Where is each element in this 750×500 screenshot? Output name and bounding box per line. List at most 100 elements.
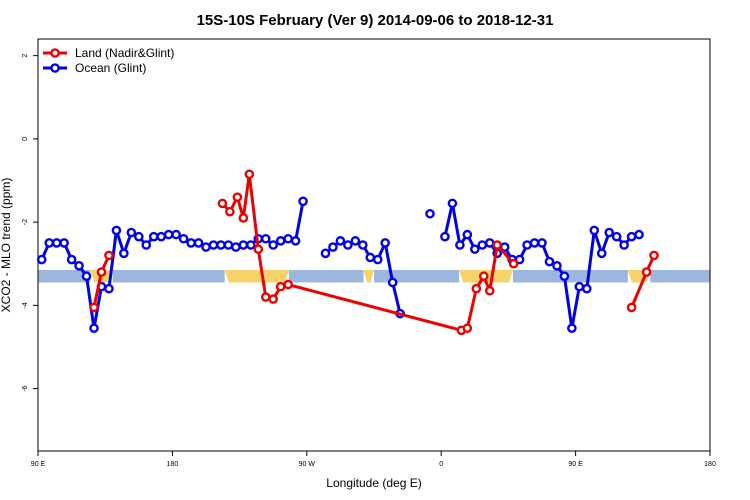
data-point <box>425 208 435 219</box>
band-segment-ocean-8 <box>512 269 628 283</box>
y-tick-label: -4 <box>22 302 29 308</box>
data-point <box>508 258 519 269</box>
data-point <box>604 227 615 238</box>
data-point <box>484 285 495 296</box>
data-point <box>59 238 69 248</box>
data-point <box>66 254 77 265</box>
data-point <box>275 236 286 246</box>
data-point <box>232 192 243 202</box>
data-point <box>626 231 637 242</box>
data-point <box>238 240 249 250</box>
data-point <box>51 238 62 248</box>
data-point <box>148 231 159 242</box>
legend-label: Land (Nadir&Glint) <box>75 46 174 60</box>
series-land <box>89 169 659 336</box>
plot-frame <box>37 38 711 452</box>
data-point <box>36 254 47 265</box>
legend-marker <box>50 63 60 73</box>
y-axis-label: XCO2 - MLO trend (ppm) <box>0 178 13 313</box>
data-point <box>582 283 592 294</box>
data-point <box>171 229 181 240</box>
chart-title: 15S-10S February (Ver 9) 2014-09-06 to 2… <box>197 12 554 29</box>
x-tick-label: 0 <box>439 461 443 468</box>
data-point <box>104 283 114 294</box>
data-point <box>74 261 84 271</box>
data-point <box>104 250 114 261</box>
data-point <box>477 240 488 250</box>
data-point <box>96 267 107 277</box>
x-tick-label: 180 <box>704 461 716 468</box>
data-point <box>574 281 585 292</box>
data-point <box>193 238 204 248</box>
data-point <box>462 323 473 334</box>
x-tick-label: 90 E <box>31 461 46 468</box>
data-point <box>462 229 473 240</box>
data-point <box>343 240 353 250</box>
y-tick-label: 2 <box>22 54 29 58</box>
data-point <box>178 233 189 244</box>
data-point <box>141 240 152 250</box>
band-segment-ocean-2 <box>112 269 225 283</box>
legend-marker <box>50 48 60 58</box>
data-point <box>544 256 555 267</box>
data-point <box>268 240 279 250</box>
data-point <box>537 238 547 248</box>
data-point <box>111 225 122 236</box>
band-segment-ocean-6 <box>374 269 460 283</box>
series-line <box>443 201 640 330</box>
data-point <box>238 213 249 223</box>
data-point <box>611 231 622 242</box>
data-point <box>589 225 600 236</box>
data-point <box>119 248 129 259</box>
band-segment-ocean-10 <box>650 269 710 283</box>
data-point <box>559 271 570 282</box>
data-point <box>156 231 166 242</box>
data-point <box>372 254 383 265</box>
data-point <box>380 238 391 248</box>
data-point <box>298 196 308 207</box>
data-point <box>469 244 480 254</box>
data-point <box>89 323 99 334</box>
surface-band <box>38 269 710 283</box>
band-segment-ocean-4 <box>288 269 364 283</box>
data-point <box>217 198 228 209</box>
data-point <box>596 248 607 259</box>
data-point <box>283 233 293 244</box>
data-point <box>89 302 99 313</box>
data-point <box>201 242 211 252</box>
data-point <box>275 281 286 292</box>
data-point <box>626 302 637 313</box>
y-tick-label: -2 <box>22 219 29 225</box>
series-layer <box>36 169 659 336</box>
data-point <box>260 292 271 302</box>
x-tick-label: 90 W <box>299 461 316 468</box>
band-segment-land-3 <box>224 269 289 283</box>
data-point <box>231 242 241 252</box>
data-point <box>471 283 482 294</box>
data-point <box>492 240 503 250</box>
data-point <box>223 240 234 250</box>
data-point <box>163 229 174 240</box>
data-point <box>357 240 368 250</box>
band-segment-land-5 <box>363 269 374 283</box>
y-tick-label: 0 <box>22 137 29 141</box>
legend-label: Ocean (Glint) <box>75 61 146 75</box>
data-point <box>350 236 361 246</box>
data-point <box>522 240 532 250</box>
data-point <box>44 238 55 248</box>
data-point <box>208 240 219 250</box>
data-point <box>126 227 137 238</box>
data-point <box>283 279 293 290</box>
x-tick-label: 180 <box>167 461 179 468</box>
data-point <box>260 233 271 244</box>
data-point <box>216 240 226 250</box>
data-point <box>484 238 495 248</box>
data-point <box>529 238 540 248</box>
data-point <box>634 229 644 240</box>
data-point <box>328 242 338 252</box>
data-point <box>245 240 256 250</box>
data-point <box>186 238 196 248</box>
data-point <box>81 271 92 282</box>
axes: 90 E 180 90 W 0 90 E 180 2 0 -2 -4 -6 <box>22 38 716 468</box>
